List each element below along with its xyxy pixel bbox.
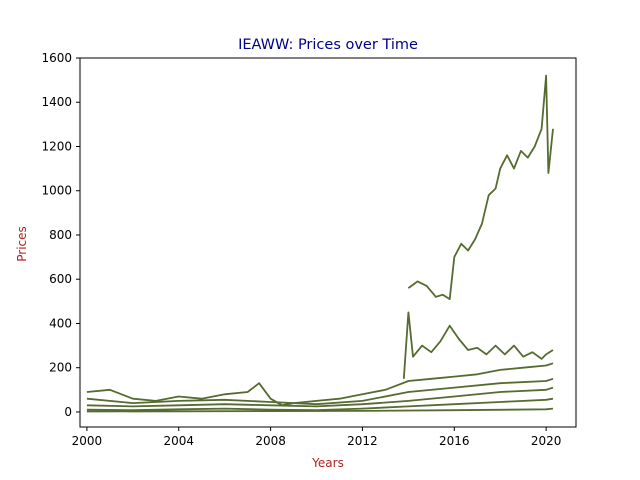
x-tick-label: 2020 (531, 434, 562, 448)
series-line-6 (86, 397, 554, 412)
series-line-3 (86, 362, 554, 407)
y-tick-label: 400 (49, 316, 72, 330)
series-line-7 (86, 407, 554, 413)
plot-area (86, 74, 554, 413)
y-tick-label: 800 (49, 228, 72, 242)
y-axis-label: Prices (15, 226, 29, 262)
chart-title: IEAWW: Prices over Time (238, 37, 418, 53)
y-tick-label: 200 (49, 361, 72, 375)
series-line-4 (86, 377, 554, 406)
axes: 2000 2004 2008 2012 2016 2020 0 200 400 600 800 100… (41, 51, 577, 448)
y-tick-label: 0 (64, 405, 72, 419)
y-tick-label: 1000 (41, 184, 72, 198)
y-tick-label: 600 (49, 272, 72, 286)
series-line-5 (86, 386, 554, 408)
x-tick-label: 2016 (439, 434, 470, 448)
series-line-2 (402, 311, 554, 379)
series-line-1 (407, 74, 554, 301)
x-axis-label: Years (311, 456, 344, 470)
y-tick-label: 1400 (41, 95, 72, 109)
y-tick-label: 1600 (41, 51, 72, 65)
x-tick-label: 2000 (72, 434, 103, 448)
y-tick-label: 1200 (41, 139, 72, 153)
x-tick-label: 2012 (347, 434, 378, 448)
axes-frame (79, 57, 577, 428)
x-tick-label: 2004 (163, 434, 194, 448)
x-tick-label: 2008 (255, 434, 286, 448)
